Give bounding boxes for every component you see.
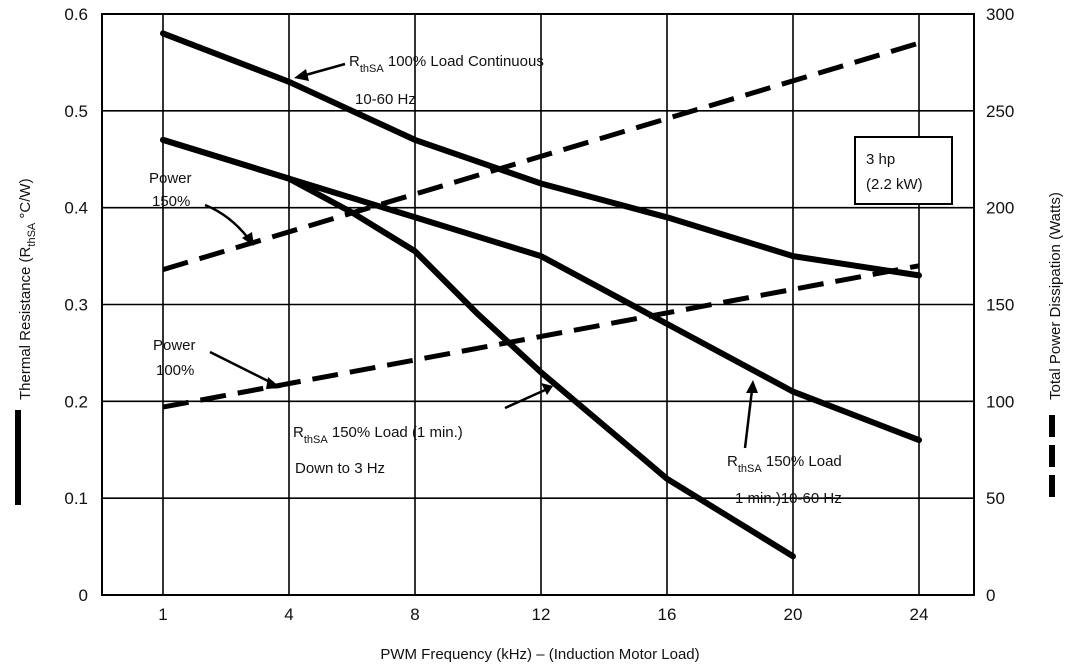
arrowhead-rthsa-150-down: [541, 383, 553, 395]
x-tick-label: 12: [532, 605, 551, 624]
y-left-tick-label: 0.5: [64, 102, 88, 121]
annotation-rthsa-150-load: RthSA 150% Load: [727, 453, 842, 475]
y-right-tick-label: 200: [986, 199, 1014, 218]
arrowhead-rthsa-150: [746, 380, 758, 393]
y-left-tick-label: 0.1: [64, 489, 88, 508]
annotation-power-150-value: 150%: [152, 193, 190, 210]
x-tick-label: 24: [910, 605, 929, 624]
annotation-rthsa-150-down-freq: Down to 3 Hz: [295, 460, 385, 477]
y-right-tick-label: 150: [986, 296, 1014, 315]
x-tick-label: 1: [158, 605, 167, 624]
x-tick-label: 8: [410, 605, 419, 624]
y-left-tick-label: 0.3: [64, 296, 88, 315]
legend-solid-line: [15, 410, 21, 505]
hp-rating-line1: 3 hp: [866, 151, 895, 168]
series-layer: [160, 30, 922, 560]
annotation-rthsa-150-down-load: RthSA 150% Load (1 min.): [293, 424, 463, 446]
plot-frame: [101, 13, 975, 596]
annotation-power-150-label: Power: [149, 170, 192, 187]
y-left-tick-label: 0.4: [64, 199, 88, 218]
x-tick-label: 4: [284, 605, 293, 624]
y-right-axis-title: Total Power Dissipation (Watts): [1047, 192, 1064, 400]
thermal-resistance-line-1: [160, 30, 922, 279]
x-tick-label: 20: [784, 605, 803, 624]
arrowhead-rthsa-100: [294, 69, 309, 81]
y-right-tick-label: 50: [986, 489, 1005, 508]
arrow-power-100: [209, 350, 273, 385]
y-right-tick-label: 100: [986, 392, 1014, 411]
arrowhead-power-100: [266, 377, 281, 389]
hp-rating-box: [854, 136, 953, 205]
arrow-power-150: [204, 203, 249, 239]
x-axis-title: PWM Frequency (kHz) – (Induction Motor L…: [380, 646, 699, 663]
tick-labels: 1 4 8 12 16 20 24 0 0.1 0.2 0.3 0.4 0.5 0.6 0 50 100 150 2…: [64, 5, 1014, 624]
grid: [102, 14, 974, 595]
legend-dashed-line: [1049, 415, 1055, 497]
power-line-4: [162, 40, 920, 272]
y-right-tick-label: 250: [986, 102, 1014, 121]
power-line-5: [162, 263, 920, 410]
y-left-tick-label: 0.2: [64, 392, 88, 411]
y-left-axis-title: Thermal Resistance (RthSA °C/W): [17, 178, 38, 400]
y-right-tick-label: 300: [986, 5, 1014, 24]
arrow-rthsa-150: [743, 389, 754, 449]
annotation-rthsa-100-freq: 10-60 Hz: [355, 91, 416, 108]
hp-rating-line2: (2.2 kW): [866, 176, 923, 193]
annotation-arrows: [204, 62, 758, 449]
annotation-power-100-value: 100%: [156, 362, 194, 379]
arrowhead-power-150: [242, 232, 254, 246]
y-left-tick-label: 0: [79, 586, 88, 605]
y-right-tick-label: 0: [986, 586, 995, 605]
x-tick-label: 16: [658, 605, 677, 624]
annotation-rthsa-100-load: RthSA 100% Load Continuous: [349, 53, 544, 75]
annotation-power-100-label: Power: [153, 337, 196, 354]
arrow-rthsa-150-down: [504, 388, 546, 410]
annotation-rthsa-150-freq: 1 min.)10-60 Hz: [735, 490, 842, 507]
y-left-tick-label: 0.6: [64, 5, 88, 24]
arrow-rthsa-100: [301, 62, 346, 78]
